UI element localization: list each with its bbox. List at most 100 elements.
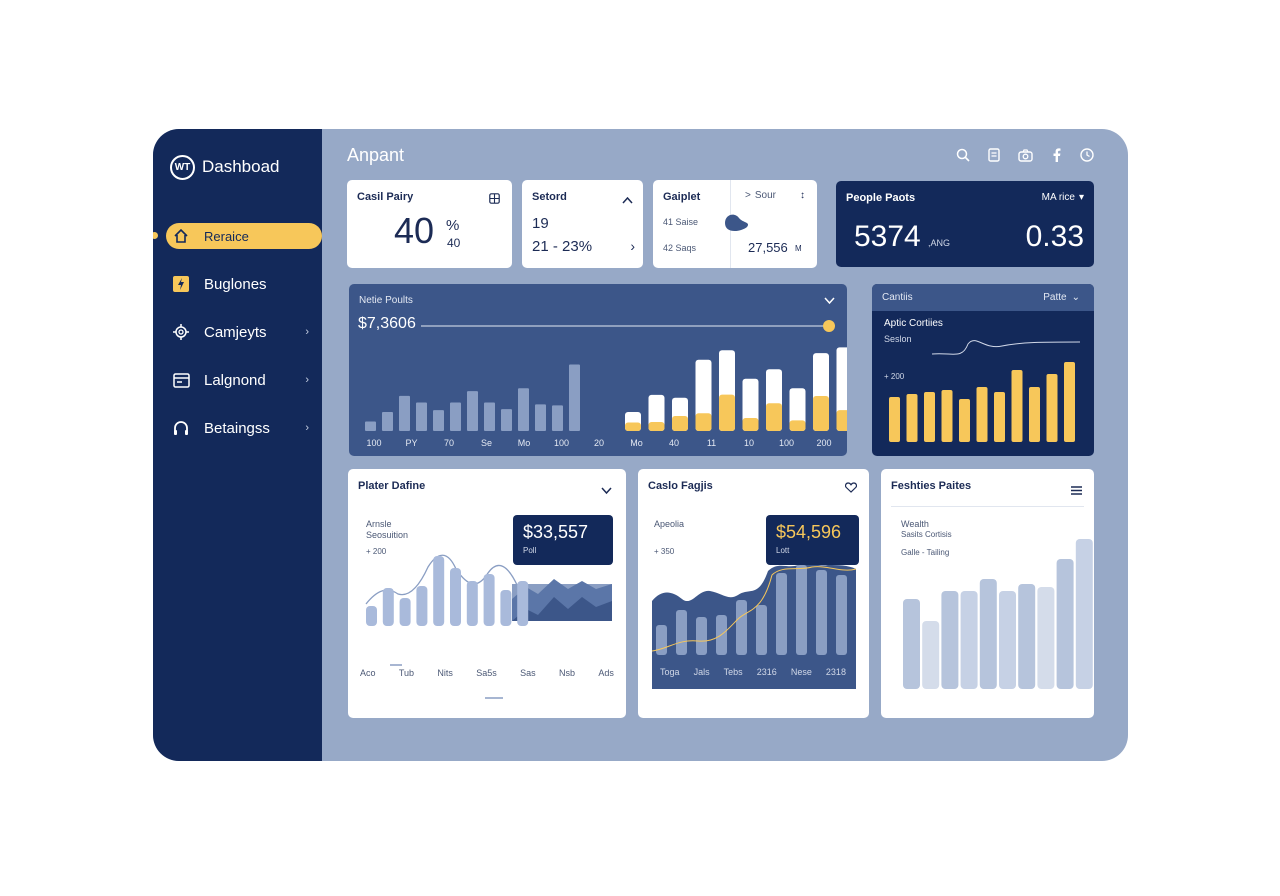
heart-icon[interactable]: [844, 480, 858, 498]
chevron-down-icon[interactable]: [601, 482, 612, 500]
chart-bar[interactable]: [736, 600, 747, 655]
chart-bar[interactable]: [466, 581, 478, 626]
period-dropdown[interactable]: MA rice ▾: [1042, 192, 1084, 203]
sidebar-item-lalgnond[interactable]: Lalgnond ›: [166, 367, 322, 393]
search-icon[interactable]: [955, 147, 971, 163]
chart-bar[interactable]: [719, 394, 735, 431]
chart-bar[interactable]: [517, 581, 529, 626]
chevron-right-icon[interactable]: ›: [630, 238, 635, 254]
chart-bar[interactable]: [999, 591, 1016, 689]
chart-bar[interactable]: [695, 413, 712, 431]
chart-bar[interactable]: [994, 392, 1005, 442]
chart-bar[interactable]: [416, 586, 428, 626]
chart-bar[interactable]: [382, 588, 394, 626]
logo[interactable]: WT Dashboad: [170, 154, 280, 180]
chart-bar[interactable]: [569, 364, 580, 432]
chart-bar[interactable]: [836, 410, 848, 431]
card-title: Feshties Paites: [891, 480, 972, 492]
chart-bar[interactable]: [450, 568, 461, 626]
kpi-card-casil-pairy[interactable]: Casil Pairy 40 % 40: [347, 180, 512, 268]
kpi-line-1: 19: [532, 215, 549, 232]
bar-group: [889, 362, 1075, 442]
chart-bar[interactable]: [625, 422, 641, 431]
chart-bar[interactable]: [500, 590, 512, 626]
chart-bar[interactable]: [382, 412, 393, 431]
chart-bar[interactable]: [552, 405, 563, 431]
chart-bar[interactable]: [924, 392, 935, 442]
chart-bar[interactable]: [796, 565, 807, 655]
chart-bar[interactable]: [976, 387, 988, 442]
chevron-up-icon[interactable]: [622, 191, 633, 209]
chart-bar[interactable]: [903, 599, 920, 689]
chart-bar[interactable]: [656, 625, 667, 655]
chart-bar[interactable]: [416, 402, 427, 432]
sidebar-item-reraice[interactable]: Reraice: [153, 223, 322, 249]
chart-bar[interactable]: [906, 394, 918, 442]
chart-bar[interactable]: [1075, 539, 1093, 689]
kpi-card-people-paots[interactable]: People Paots MA rice ▾ 5374 ,ANG 0.33: [836, 181, 1094, 267]
chart-bar[interactable]: [365, 421, 376, 432]
row-label: 42 Saqs: [663, 243, 697, 253]
chart-bar[interactable]: [535, 404, 546, 431]
sidebar-item-buglones[interactable]: Buglones: [166, 271, 322, 297]
card-title: Caslo Fagjis: [648, 480, 713, 492]
chart-bar[interactable]: [518, 388, 529, 431]
chart-bar[interactable]: [836, 347, 848, 431]
chart-bar[interactable]: [1011, 370, 1023, 442]
clock-icon[interactable]: [1079, 147, 1095, 163]
chart-bar[interactable]: [836, 575, 847, 655]
x-axis-label: Toga: [660, 667, 680, 677]
chart-bar[interactable]: [501, 409, 512, 431]
chart-bar[interactable]: [483, 574, 495, 626]
chart-bar[interactable]: [776, 573, 787, 655]
kpi-card-gaiplet[interactable]: Gaiplet > Sour ↕ 41 Saise 42 Saqs 27,556…: [653, 180, 817, 268]
chart-bar[interactable]: [696, 617, 707, 655]
chart-bar[interactable]: [450, 402, 461, 432]
trend-marker[interactable]: [823, 320, 835, 332]
side-dropdown[interactable]: Patte ⌄: [1043, 292, 1080, 303]
sort-icon[interactable]: ↕: [800, 190, 805, 201]
chart-bar[interactable]: [941, 390, 953, 442]
chart-bar[interactable]: [399, 395, 410, 431]
chart-bar[interactable]: [742, 417, 759, 431]
chart-bar[interactable]: [941, 591, 959, 689]
chart-bar[interactable]: [889, 397, 900, 442]
chart-bar[interactable]: [1037, 587, 1055, 689]
chart-bar[interactable]: [813, 395, 829, 431]
clipboard-icon[interactable]: [986, 147, 1002, 163]
sidebar-item-camjeyts[interactable]: Camjeyts ›: [166, 319, 322, 345]
tick-label: 10: [744, 438, 754, 448]
chart-bar[interactable]: [979, 579, 997, 689]
chart-bar[interactable]: [433, 410, 444, 431]
chart-bar[interactable]: [648, 421, 665, 431]
chart-bar[interactable]: [816, 570, 827, 655]
sidebar-item-betaingss[interactable]: Betaingss ›: [166, 415, 322, 441]
chart-bar[interactable]: [960, 591, 978, 689]
callout-value: $33,557: [523, 522, 589, 542]
chart-bar[interactable]: [789, 420, 806, 431]
chart-bar[interactable]: [467, 391, 478, 431]
grid-icon[interactable]: [489, 191, 500, 209]
menu-icon[interactable]: [1071, 482, 1082, 500]
camera-icon[interactable]: [1017, 147, 1033, 163]
chart-bar[interactable]: [676, 610, 687, 655]
chart-bar[interactable]: [922, 621, 940, 689]
chart-bar[interactable]: [1056, 559, 1074, 689]
chart-bar[interactable]: [484, 402, 495, 432]
chart-bar[interactable]: [366, 606, 377, 626]
kpi-card-setord[interactable]: Setord 19 21 - 23% ›: [522, 180, 643, 268]
kpi-unit: M: [795, 244, 802, 253]
chart-bar[interactable]: [756, 605, 767, 655]
facebook-icon[interactable]: [1048, 147, 1064, 163]
chart-bar[interactable]: [1064, 362, 1075, 442]
kpi-value: 27,556: [748, 240, 788, 255]
chart-bar[interactable]: [672, 416, 688, 431]
chart-bar[interactable]: [1046, 374, 1058, 442]
chart-bar[interactable]: [433, 556, 445, 626]
chevron-down-icon[interactable]: [824, 292, 835, 310]
chart-bar[interactable]: [1018, 584, 1036, 689]
chart-bar[interactable]: [399, 598, 411, 626]
chart-bar[interactable]: [766, 403, 782, 431]
chart-bar[interactable]: [959, 399, 970, 442]
chart-bar[interactable]: [1029, 387, 1040, 442]
